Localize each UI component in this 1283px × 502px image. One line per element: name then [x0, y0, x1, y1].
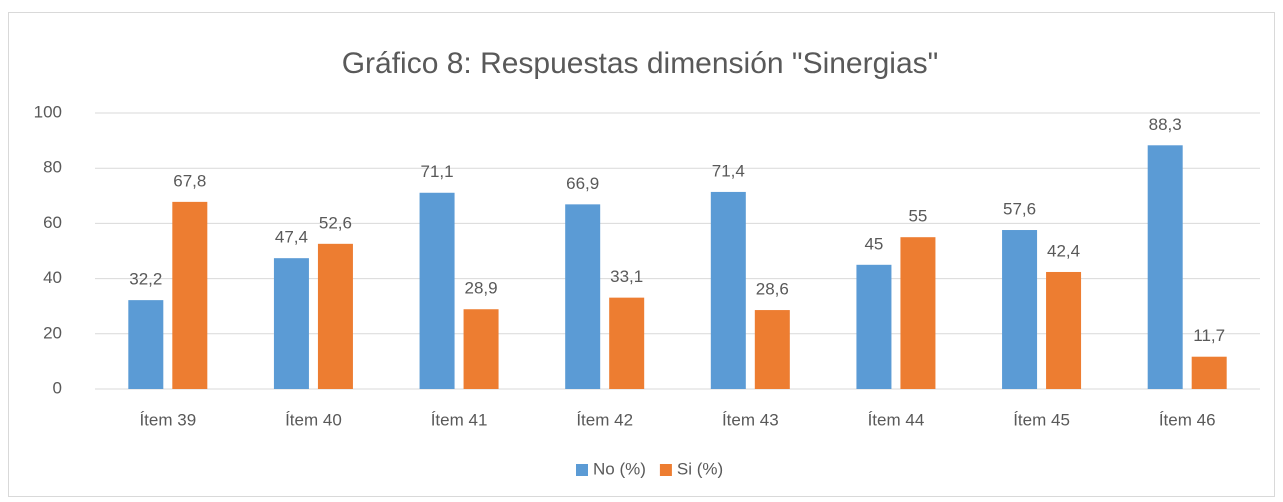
bar	[172, 201, 208, 389]
bar	[128, 300, 164, 389]
value-label: 67,8	[173, 171, 206, 190]
legend-label: No (%)	[593, 459, 646, 478]
value-label: 55	[908, 207, 927, 226]
value-label: 71,1	[421, 162, 454, 181]
value-label: 88,3	[1149, 115, 1182, 134]
x-tick-label: Ítem 45	[1013, 410, 1070, 429]
value-label: 71,4	[712, 161, 745, 180]
value-label: 45	[864, 234, 883, 253]
legend-swatch	[659, 464, 672, 476]
y-tick-label: 80	[43, 158, 62, 177]
value-label: 52,6	[319, 213, 352, 232]
y-tick-label: 0	[53, 378, 62, 397]
bar	[1046, 271, 1082, 389]
x-tick-label: Ítem 42	[576, 410, 633, 429]
bar	[754, 310, 790, 389]
x-tick-label: Ítem 44	[868, 410, 925, 429]
chart-border	[8, 12, 1275, 497]
bar	[1002, 230, 1038, 389]
value-label: 32,2	[129, 270, 162, 289]
bar	[609, 297, 645, 389]
y-tick-label: 60	[43, 213, 62, 232]
bar	[317, 243, 353, 389]
value-label: 28,6	[756, 280, 789, 299]
y-tick-label: 20	[43, 323, 62, 342]
legend-label: Si (%)	[677, 459, 723, 478]
x-tick-label: Ítem 43	[722, 410, 779, 429]
bar	[273, 258, 309, 389]
bar	[1191, 356, 1227, 389]
chart-title: Gráfico 8: Respuestas dimensión "Sinergi…	[342, 47, 939, 80]
y-tick-label: 40	[43, 268, 62, 287]
value-label: 42,4	[1047, 241, 1080, 260]
value-label: 28,9	[465, 279, 498, 298]
value-label: 11,7	[1193, 326, 1225, 345]
value-label: 57,6	[1003, 200, 1036, 219]
x-tick-label: Ítem 39	[139, 410, 196, 429]
bar	[419, 192, 455, 389]
value-label: 66,9	[566, 174, 599, 193]
x-tick-label: Ítem 46	[1159, 410, 1216, 429]
value-label: 33,1	[610, 267, 643, 286]
x-tick-label: Ítem 41	[431, 410, 488, 429]
y-tick-label: 100	[34, 102, 62, 121]
bar	[900, 237, 936, 389]
legend-swatch	[576, 464, 588, 476]
bar	[710, 191, 746, 389]
value-label: 47,4	[275, 228, 308, 247]
x-tick-label: Ítem 40	[285, 410, 342, 429]
bar	[565, 204, 601, 389]
bar	[856, 264, 892, 389]
bar	[463, 309, 499, 389]
bar	[1147, 145, 1183, 389]
